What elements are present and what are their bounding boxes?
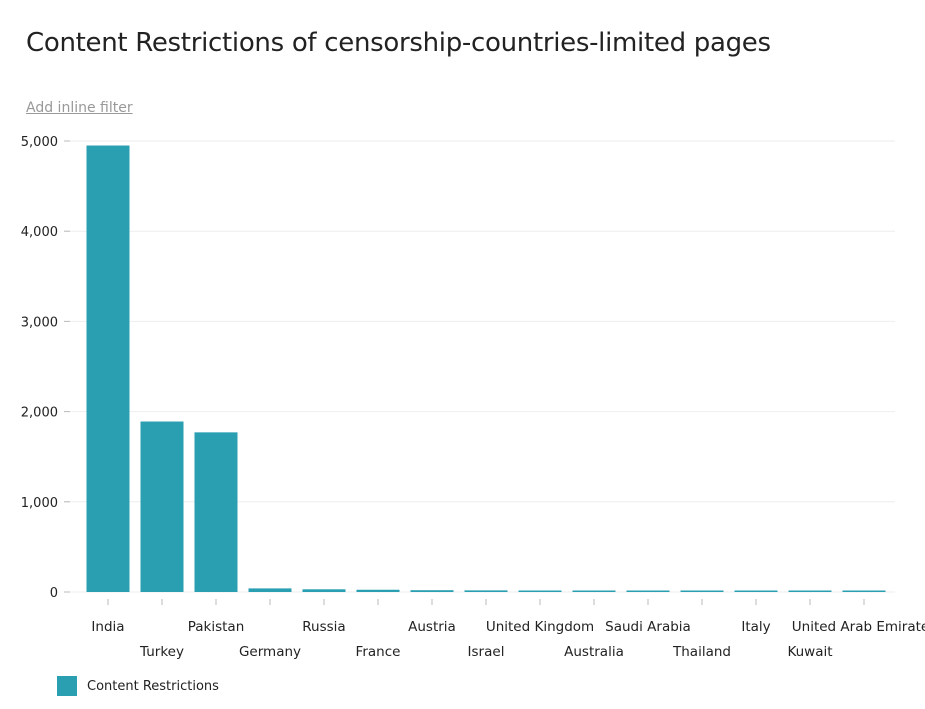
bar[interactable]	[734, 590, 778, 593]
y-axis: 0 1,000 2,000 3,000 4,000 5,000	[21, 135, 70, 601]
bar[interactable]	[788, 590, 832, 593]
bar[interactable]	[302, 589, 346, 592]
bar[interactable]	[248, 588, 292, 592]
bar[interactable]	[842, 590, 886, 593]
y-tick-label: 1,000	[21, 496, 58, 511]
x-tick-label: Kuwait	[787, 644, 832, 660]
y-tick-label: 3,000	[21, 315, 58, 330]
x-tick-label: Italy	[741, 619, 770, 635]
bar[interactable]	[464, 590, 508, 592]
y-tick-label: 2,000	[21, 406, 58, 421]
x-tick-label: Pakistan	[188, 619, 245, 635]
bar[interactable]	[518, 590, 562, 593]
bar[interactable]	[356, 589, 400, 592]
bar[interactable]	[140, 421, 184, 592]
gridlines	[64, 140, 895, 593]
y-tick-label: 4,000	[21, 225, 58, 240]
bar[interactable]	[194, 432, 238, 592]
x-tick-label: India	[91, 619, 124, 635]
x-tick-label: United Arab Emirates	[792, 619, 925, 635]
chart-title: Content Restrictions of censorship-count…	[26, 28, 771, 58]
x-tick-label: Russia	[302, 619, 345, 635]
x-tick-label: Turkey	[139, 644, 184, 660]
x-tick-label: United Kingdom	[486, 619, 594, 635]
x-tick-label: France	[356, 644, 401, 660]
x-tick-label: Saudi Arabia	[605, 619, 691, 635]
bar[interactable]	[410, 590, 454, 592]
x-tick-label: Austria	[408, 619, 456, 635]
x-tick-label: Israel	[468, 644, 505, 660]
add-inline-filter-link[interactable]: Add inline filter	[26, 100, 133, 116]
bar[interactable]	[680, 590, 724, 593]
y-tick-label: 0	[50, 586, 58, 601]
legend-swatch	[57, 676, 77, 696]
y-tick-label: 5,000	[21, 135, 58, 150]
x-tick-label: Thailand	[672, 644, 731, 660]
x-tick-label: Australia	[564, 644, 624, 660]
bar[interactable]	[572, 590, 616, 593]
bar[interactable]	[626, 590, 670, 593]
x-tick-label: Germany	[239, 644, 301, 660]
bar[interactable]	[86, 145, 130, 592]
legend: Content Restrictions	[57, 676, 219, 696]
legend-label: Content Restrictions	[87, 678, 219, 694]
bars	[86, 145, 886, 593]
